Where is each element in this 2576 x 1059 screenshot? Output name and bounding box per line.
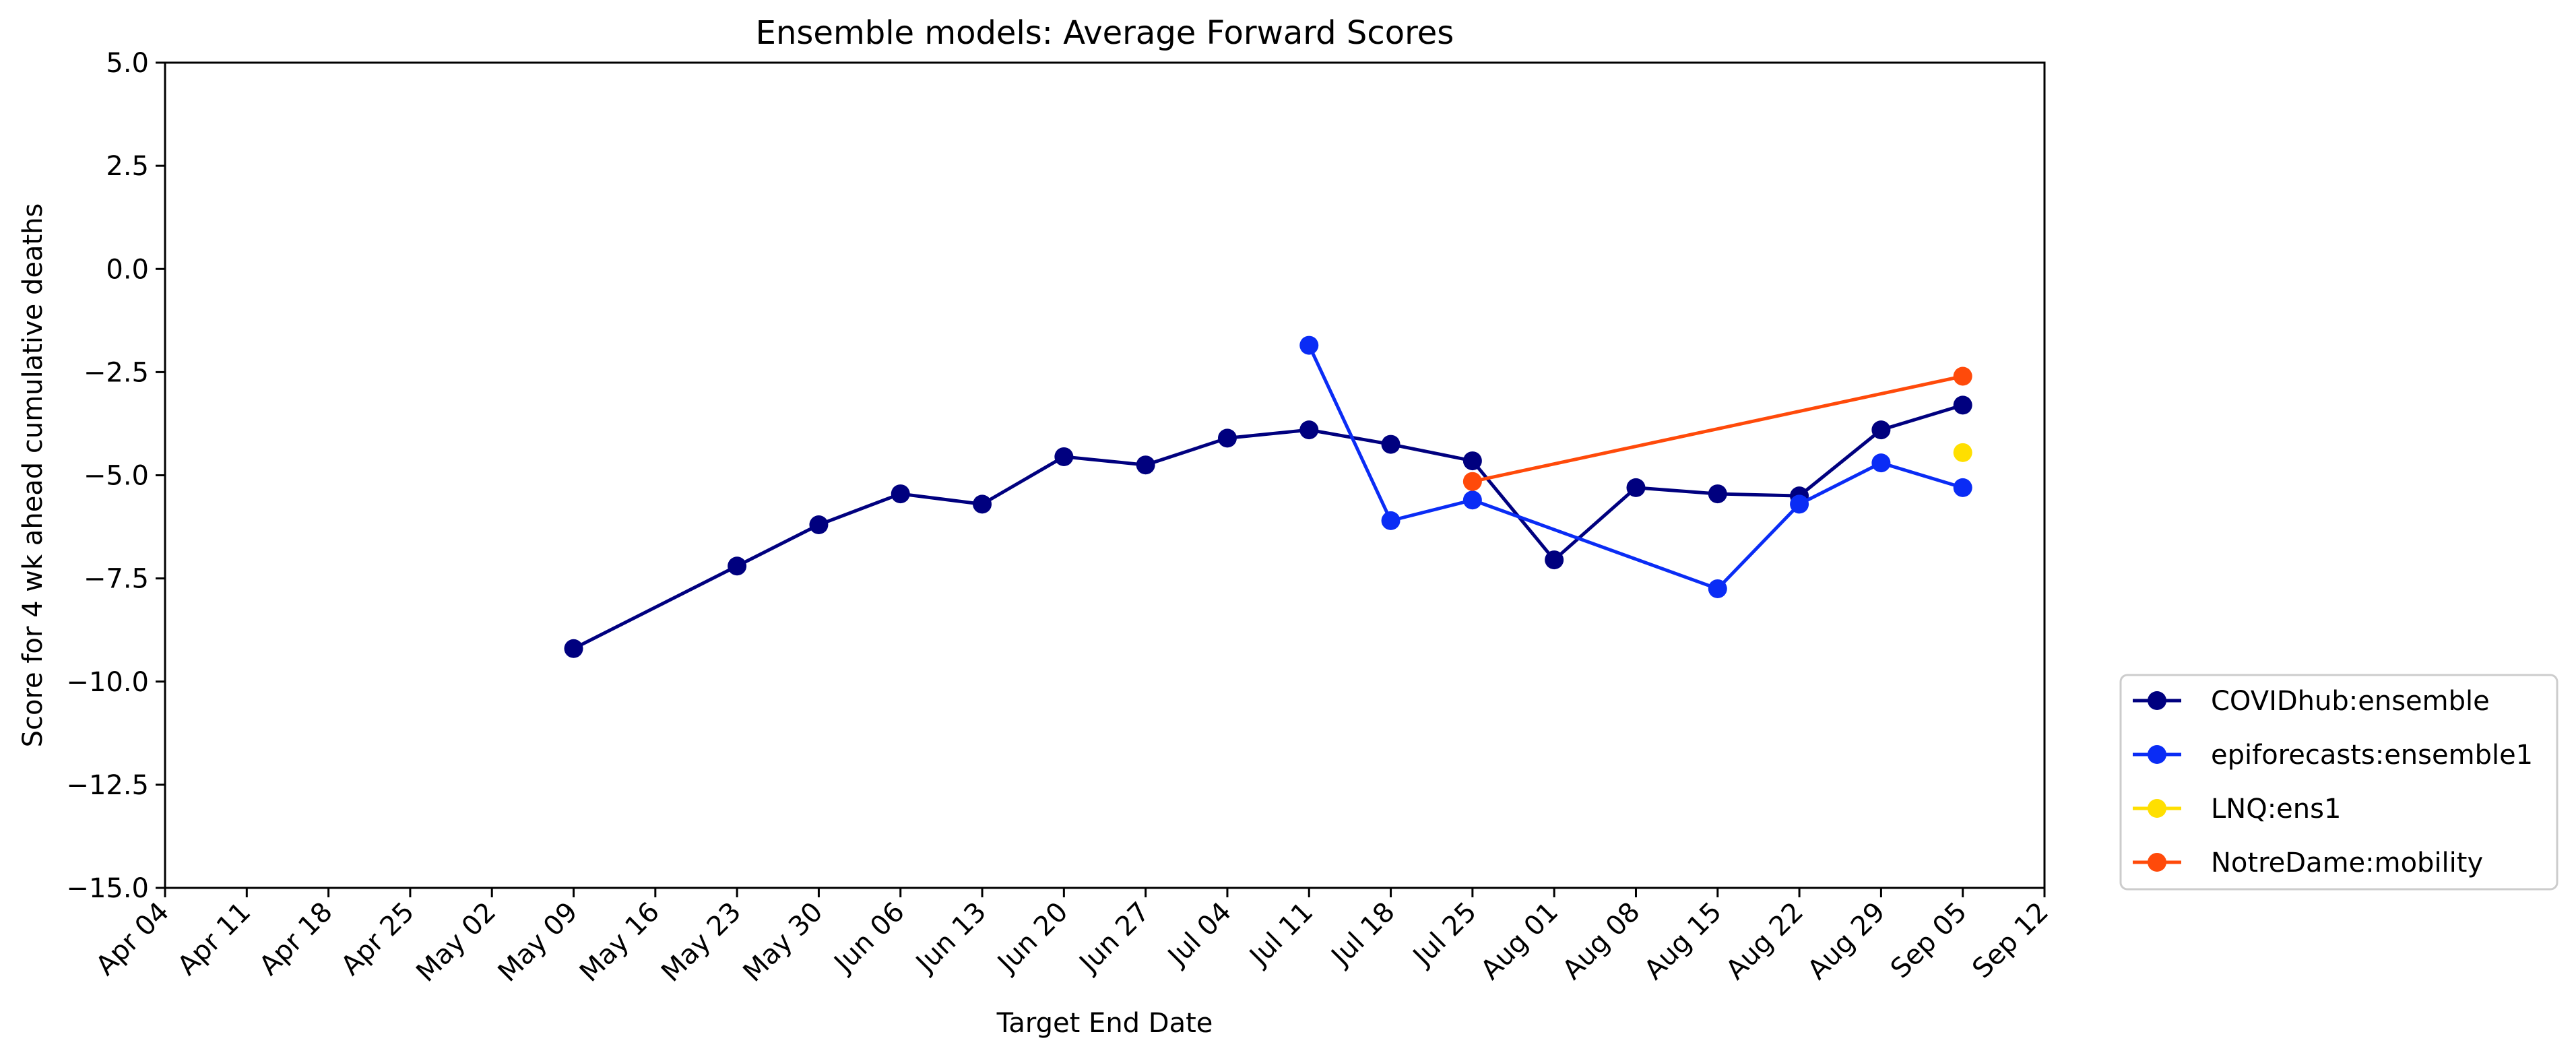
legend-marker-swatch xyxy=(2148,853,2166,872)
data-point xyxy=(1871,420,1891,440)
chart-title: Ensemble models: Average Forward Scores xyxy=(756,14,1454,52)
y-tick-label: 0.0 xyxy=(106,254,149,285)
series-lnq-ens1 xyxy=(1953,443,1972,462)
legend-marker-swatch xyxy=(2148,799,2166,818)
y-tick-label: 5.0 xyxy=(106,48,149,79)
legend-label: NotreDame:mobility xyxy=(2211,847,2483,878)
data-point xyxy=(1381,435,1400,454)
legend-label: epiforecasts:ensemble1 xyxy=(2211,740,2533,771)
data-point xyxy=(1217,428,1237,448)
data-point xyxy=(1626,478,1646,497)
legend: COVIDhub:ensemble epiforecasts:ensemble1 L… xyxy=(2119,674,2558,891)
legend-marker-swatch xyxy=(2148,691,2166,710)
legend-item: NotreDame:mobility xyxy=(2133,847,2483,878)
data-point xyxy=(728,556,747,576)
series-layer xyxy=(564,335,1972,658)
data-point xyxy=(1790,494,1809,514)
data-point xyxy=(1953,478,1972,497)
legend-item: LNQ:ens1 xyxy=(2133,794,2341,825)
series-line xyxy=(1472,375,1964,484)
data-point xyxy=(891,484,910,504)
y-tick-label: −7.5 xyxy=(84,564,149,595)
legend-box xyxy=(2119,674,2558,891)
data-point xyxy=(1136,455,1155,475)
y-tick-label: −15.0 xyxy=(66,873,149,904)
data-point xyxy=(1953,443,1972,462)
x-axis-title: Target End Date xyxy=(996,1008,1213,1039)
legend-label: LNQ:ens1 xyxy=(2211,794,2341,825)
y-tick-label: −5.0 xyxy=(84,461,149,492)
data-point xyxy=(1545,550,1564,570)
data-point xyxy=(564,639,583,658)
data-point xyxy=(1953,395,1972,415)
data-point xyxy=(1054,447,1074,466)
data-point xyxy=(1871,453,1891,473)
y-tick-label: 2.5 xyxy=(106,151,149,182)
data-point xyxy=(1708,579,1727,598)
legend-item: COVIDhub:ensemble xyxy=(2133,686,2490,717)
series-notredame-mobility xyxy=(1462,366,1972,491)
data-point xyxy=(1708,484,1727,504)
data-point xyxy=(1299,335,1319,355)
legend-label: COVIDhub:ensemble xyxy=(2211,686,2490,717)
legend-marker-swatch xyxy=(2148,745,2166,764)
y-axis: 5.0 2.5 0.0 −2.5 −5.0 −7.5 −10.0 −12.5 −15.0 xyxy=(66,48,165,904)
data-point xyxy=(1462,472,1482,491)
series-covidhub-ensemble xyxy=(564,395,1972,658)
data-point xyxy=(973,494,992,514)
series-epiforecasts-ensemble1 xyxy=(1299,335,1972,598)
data-point xyxy=(1953,366,1972,386)
y-tick-label: −10.0 xyxy=(66,667,149,698)
legend-item: epiforecasts:ensemble1 xyxy=(2133,740,2533,771)
y-axis-title: Score for 4 wk ahead cumulative deaths xyxy=(18,203,49,748)
data-point xyxy=(1381,511,1400,530)
data-point xyxy=(1462,490,1482,510)
data-point xyxy=(809,515,829,534)
y-tick-label: −2.5 xyxy=(84,357,149,388)
data-point xyxy=(1462,451,1482,471)
data-point xyxy=(1299,420,1319,440)
y-tick-label: −12.5 xyxy=(66,770,149,801)
